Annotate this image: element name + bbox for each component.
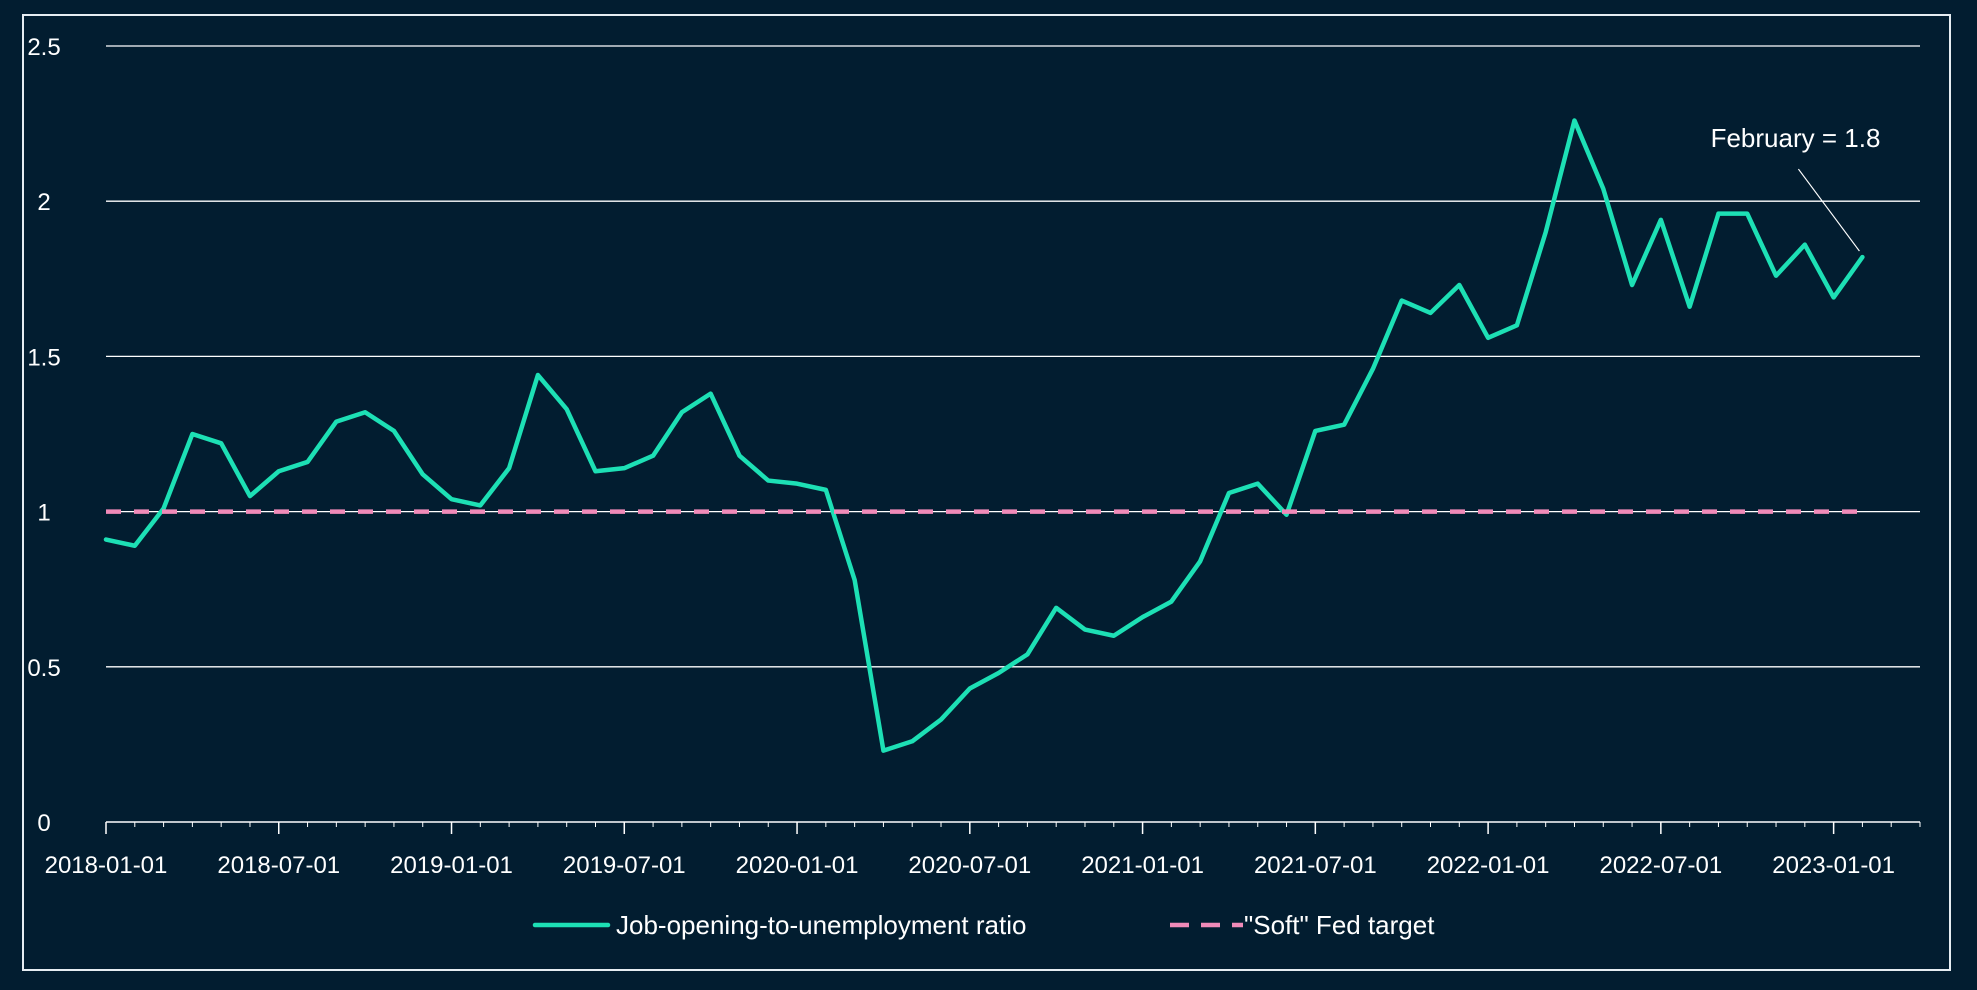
- y-tick-label: 1.5: [27, 344, 60, 371]
- legend-label: Job-opening-to-unemployment ratio: [616, 910, 1026, 940]
- x-tick-label: 2022-01-01: [1427, 852, 1550, 879]
- legend: Job-opening-to-unemployment ratio "Soft" …: [532, 910, 1435, 940]
- plot-area: [103, 118, 1865, 753]
- x-axis: 2018-01-01 2018-07-01 2019-01-01 2019-07-01…: [45, 821, 1921, 879]
- gridlines: 0 0.5 1 1.5 2 2.5: [27, 34, 1920, 837]
- chart-frame: [22, 14, 1951, 971]
- x-tick-label: 2020-01-01: [736, 852, 859, 879]
- x-tick-label: 2021-07-01: [1254, 852, 1377, 879]
- y-tick-label: 0: [37, 810, 50, 837]
- x-tick-label: 2023-01-01: [1772, 852, 1895, 879]
- y-tick-label: 0.5: [27, 655, 60, 682]
- y-tick-label: 1: [37, 500, 50, 527]
- annotations: February = 1.8: [1711, 123, 1881, 252]
- annotation-label: February = 1.8: [1711, 123, 1881, 153]
- series-line: [103, 118, 1865, 753]
- x-tick-label: 2018-07-01: [217, 852, 340, 879]
- x-tick-label: 2020-07-01: [908, 852, 1031, 879]
- x-tick-label: 2022-07-01: [1599, 852, 1722, 879]
- y-tick-label: 2: [37, 189, 50, 216]
- annotation-leader-line: [1797, 168, 1860, 252]
- legend-label: "Soft" Fed target: [1244, 910, 1435, 940]
- y-tick-label: 2.5: [27, 34, 60, 61]
- x-tick-label: 2021-01-01: [1081, 852, 1204, 879]
- x-tick-label: 2018-01-01: [45, 852, 168, 879]
- x-tick-label: 2019-01-01: [390, 852, 513, 879]
- x-tick-label: 2019-07-01: [563, 852, 686, 879]
